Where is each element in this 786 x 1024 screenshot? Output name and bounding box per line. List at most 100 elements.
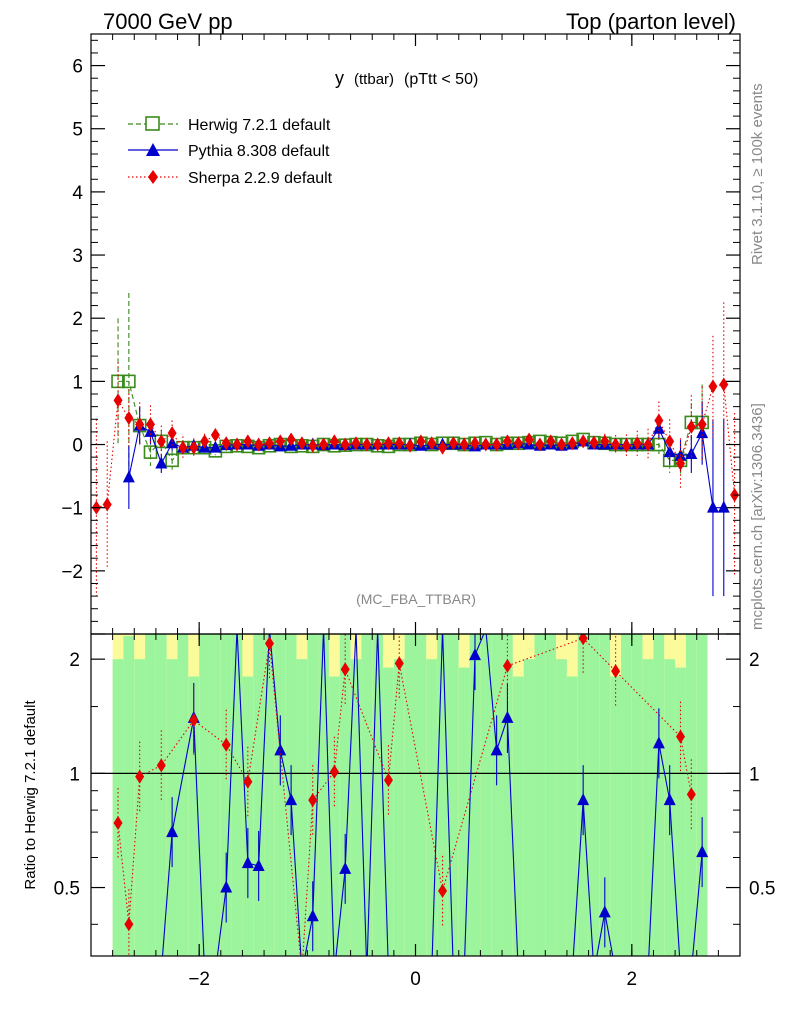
ratio-band-inner xyxy=(588,634,600,956)
sherpa-point xyxy=(621,438,631,453)
sherpa-point xyxy=(102,497,112,512)
sherpa-point xyxy=(254,437,264,452)
ratio-band-inner xyxy=(177,634,189,956)
ratio-pythia-point xyxy=(663,793,676,806)
y-tick-label: 6 xyxy=(72,57,83,78)
sherpa-point xyxy=(502,434,512,449)
pythia-point xyxy=(122,470,135,483)
ratio-band-inner xyxy=(134,659,146,956)
sherpa-point xyxy=(167,426,177,441)
ratio-band-inner xyxy=(696,634,708,956)
ratio-sherpa-point xyxy=(156,758,166,773)
y-tick-label: 0 xyxy=(72,436,83,457)
ratio-band-inner xyxy=(274,634,286,956)
sherpa-point xyxy=(438,440,448,455)
sherpa-point xyxy=(200,434,210,449)
ratio-band-inner xyxy=(458,667,470,956)
pythia-point xyxy=(652,421,665,434)
ratio-band-inner xyxy=(188,676,200,956)
sherpa-point xyxy=(676,456,686,471)
ratio-sherpa-point xyxy=(340,662,350,677)
ratio-band-inner xyxy=(296,659,308,956)
ratio-band-inner xyxy=(199,634,210,956)
ratio-band-inner xyxy=(437,634,448,956)
sherpa-point xyxy=(513,436,523,451)
ratio-pythia-point xyxy=(220,880,233,893)
ratio-band-inner xyxy=(393,659,405,956)
sherpa-point xyxy=(524,432,534,447)
pythia-point xyxy=(166,436,179,449)
sherpa-point xyxy=(210,428,220,443)
sherpa-point xyxy=(665,434,675,449)
ratio-band-inner xyxy=(426,659,438,956)
ratio-band-inner xyxy=(253,634,265,956)
ratio-pythia-point xyxy=(696,845,709,858)
sherpa-point xyxy=(135,417,145,432)
sherpa-point xyxy=(708,379,718,394)
sherpa-point xyxy=(275,434,285,449)
plot-title-sub: (ttbar) xyxy=(354,71,394,88)
ratio-sherpa-point xyxy=(394,656,404,671)
ratio-band-inner xyxy=(123,636,135,956)
sherpa-point xyxy=(243,434,253,449)
pythia-point xyxy=(696,426,709,439)
sherpa-point xyxy=(264,436,274,451)
ratio-band-inner xyxy=(318,634,329,956)
ratio-band-inner xyxy=(350,659,362,956)
sherpa-point xyxy=(686,419,696,434)
ratio-sherpa-point xyxy=(676,729,686,744)
legend-sherpa-marker xyxy=(148,170,158,184)
ratio-band-inner xyxy=(545,634,557,956)
ratio-sherpa-point xyxy=(135,769,145,784)
sherpa-point xyxy=(600,434,610,449)
sherpa-point xyxy=(448,436,458,451)
ratio-pythia-point xyxy=(285,793,298,806)
x-tick-label: 0 xyxy=(410,969,421,990)
ratio-band-inner xyxy=(566,676,578,956)
ratio-pythia-point xyxy=(652,736,665,749)
y-tick-label: −2 xyxy=(61,562,83,583)
ratio-band-inner xyxy=(339,634,351,956)
herwig-point xyxy=(165,453,179,468)
sherpa-point xyxy=(178,440,188,455)
ratio-pythia-point xyxy=(274,743,287,756)
y-tick-label: −1 xyxy=(61,499,83,520)
ratio-sherpa-point xyxy=(686,787,696,802)
ratio-band-inner xyxy=(372,634,384,956)
sherpa-point xyxy=(308,438,318,453)
ratio-y-tick-label: 2 xyxy=(69,650,80,671)
ratio-band-inner xyxy=(112,659,124,956)
ratio-band-inner xyxy=(145,634,156,956)
rivet-label: Rivet 3.1.10, ≥ 100k events xyxy=(749,83,766,265)
ratio-sherpa-point xyxy=(124,917,134,932)
ratio-sherpa-line xyxy=(117,637,692,956)
sherpa-point xyxy=(427,436,437,451)
sherpa-point xyxy=(362,437,372,452)
legend-herwig-marker xyxy=(145,116,160,131)
sherpa-point xyxy=(459,437,469,452)
herwig-point xyxy=(122,374,136,389)
ratio-bands xyxy=(91,634,740,956)
x-tick-label: 2 xyxy=(627,969,638,990)
ratio-pythia-point xyxy=(252,858,265,871)
legend: Herwig 7.2.1 default Pythia 8.308 defaul… xyxy=(128,116,333,187)
sherpa-point xyxy=(156,434,166,449)
ratio-sherpa-point xyxy=(221,737,231,752)
header-left-label: 7000 GeV pp xyxy=(103,9,233,34)
sherpa-point xyxy=(567,436,577,451)
sherpa-point xyxy=(124,411,134,425)
sherpa-point xyxy=(535,437,545,452)
sherpa-point xyxy=(578,434,588,449)
plot-title-cut: (pTtt < 50) xyxy=(404,71,478,88)
ratio-pythia-point xyxy=(501,710,514,723)
ratio-y-tick-label: 1 xyxy=(69,764,80,785)
ratio-band-inner xyxy=(534,634,546,956)
ratio-pythia-point xyxy=(598,905,611,918)
ratio-pythia-point xyxy=(166,825,179,838)
sherpa-point xyxy=(189,440,199,455)
ratio-band-inner xyxy=(361,634,373,956)
ratio-band-inner xyxy=(512,676,524,956)
y-tick-label: 5 xyxy=(72,120,83,141)
sherpa-point xyxy=(373,437,383,452)
pythia-point xyxy=(706,500,719,513)
